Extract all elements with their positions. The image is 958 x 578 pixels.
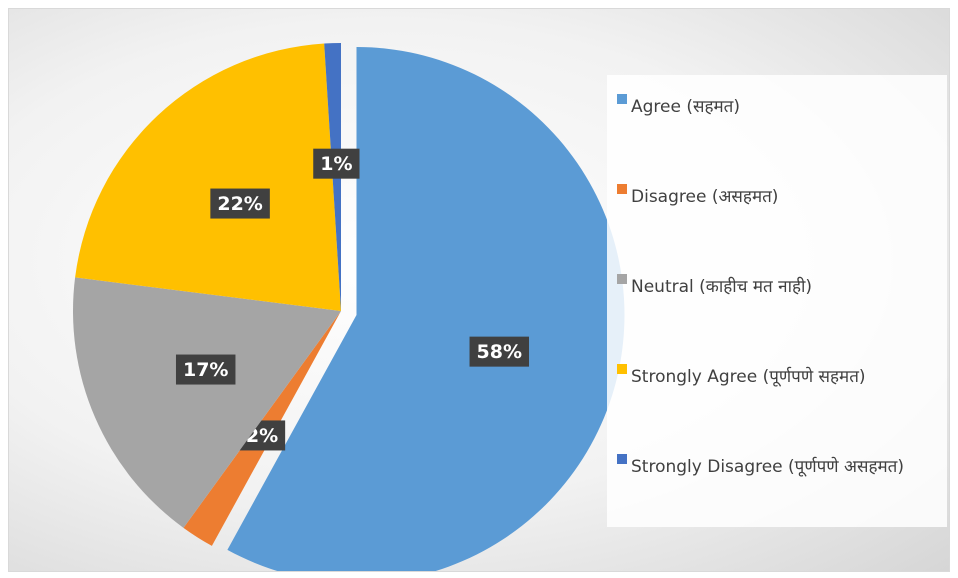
data-label: 17%: [175, 354, 236, 385]
legend-label: Neutral (काहीच मत नाही): [631, 277, 813, 297]
pie-slice: [73, 277, 341, 528]
data-label: 2%: [238, 420, 286, 451]
legend-entry: Neutral (काहीच मत नाही): [617, 271, 937, 303]
chart: 58% 2% 17% 22% 1% Agree (सहमत) Disagree (असहम…: [8, 8, 950, 572]
legend-swatch: [617, 454, 627, 464]
legend-entry: Strongly Disagree (पूर्णपणे असहमत): [617, 451, 937, 483]
data-label-box: [469, 336, 530, 367]
data-label: 1%: [313, 148, 360, 179]
legend-label: Agree (सहमत): [631, 97, 740, 117]
legend-entry: Disagree (असहमत): [617, 181, 937, 213]
legend-swatch: [617, 364, 627, 374]
data-label-box: [210, 188, 270, 219]
legend-entry: Agree (सहमत): [617, 91, 937, 123]
data-label-text: 58%: [477, 341, 522, 363]
legend-label: Strongly Agree (पूर्णपणे सहमत): [631, 367, 866, 387]
data-label: 58%: [469, 336, 530, 367]
legend: Agree (सहमत) Disagree (असहमत) Neutral (काह…: [607, 75, 947, 527]
legend-entry: Strongly Agree (पूर्णपणे सहमत): [617, 361, 937, 393]
data-label-text: 22%: [217, 193, 262, 215]
pie-area: 58% 2% 17% 22% 1%: [73, 43, 625, 571]
data-label: 22%: [210, 188, 270, 219]
legend-swatch: [617, 184, 627, 194]
legend-label: Strongly Disagree (पूर्णपणे असहमत): [631, 457, 904, 477]
legend-swatch: [617, 94, 627, 104]
legend-swatch: [617, 274, 627, 284]
data-label-text: 17%: [183, 359, 228, 381]
legend-label: Disagree (असहमत): [631, 187, 779, 207]
data-label-box: [313, 148, 360, 179]
data-label-box: [175, 354, 236, 385]
pie-slice: [227, 46, 625, 571]
pie-slice: [75, 43, 342, 311]
data-label-text: 1%: [320, 153, 352, 175]
